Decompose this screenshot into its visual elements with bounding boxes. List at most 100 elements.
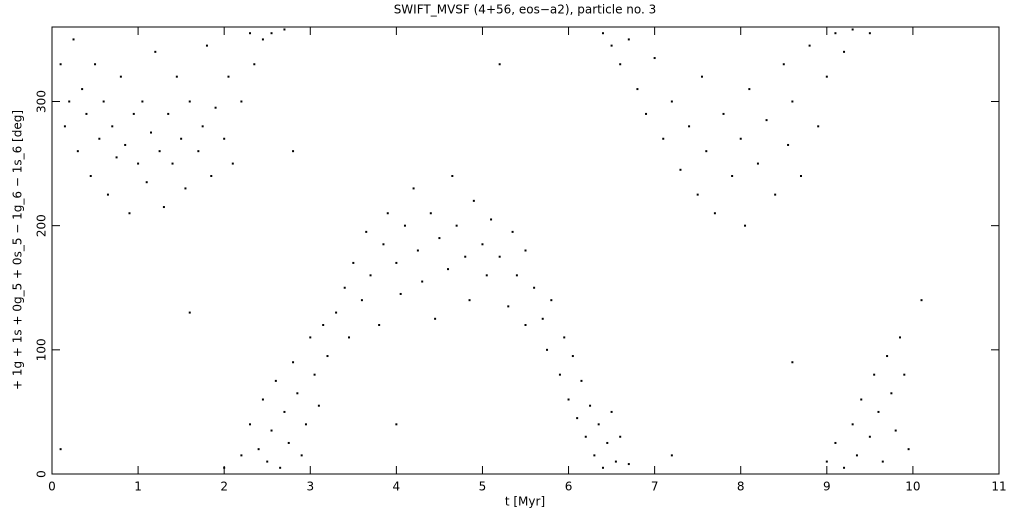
point: [653, 57, 656, 60]
point: [455, 224, 458, 227]
point: [627, 463, 630, 466]
point: [197, 150, 200, 153]
point: [679, 168, 682, 171]
point: [601, 32, 604, 35]
point: [335, 311, 338, 314]
point: [395, 423, 398, 426]
point: [722, 112, 725, 115]
point: [386, 212, 389, 215]
point: [774, 193, 777, 196]
point: [558, 373, 561, 376]
point: [369, 274, 372, 277]
point: [563, 336, 566, 339]
point: [240, 454, 243, 457]
x-tick-label: 8: [737, 480, 745, 494]
x-tick-label: 0: [48, 480, 56, 494]
point: [76, 150, 79, 153]
point: [227, 75, 230, 78]
point: [550, 299, 553, 302]
point: [119, 75, 122, 78]
point: [412, 187, 415, 190]
point: [898, 336, 901, 339]
point: [223, 466, 226, 469]
y-tick-label: 100: [35, 338, 49, 361]
point: [636, 88, 639, 91]
point: [567, 398, 570, 401]
x-tick-label: 10: [905, 480, 920, 494]
point: [713, 212, 716, 215]
point: [111, 125, 114, 128]
point: [756, 162, 759, 165]
point: [851, 423, 854, 426]
point: [855, 454, 858, 457]
point: [765, 119, 768, 122]
point: [343, 286, 346, 289]
point: [873, 373, 876, 376]
point: [287, 441, 290, 444]
point: [283, 410, 286, 413]
point: [360, 299, 363, 302]
point: [589, 404, 592, 407]
point: [533, 286, 536, 289]
point: [106, 193, 109, 196]
point: [825, 460, 828, 463]
x-tick-label: 1: [134, 480, 142, 494]
x-tick-label: 11: [991, 480, 1006, 494]
point: [322, 324, 325, 326]
x-tick-label: 4: [393, 480, 401, 494]
point: [253, 63, 256, 66]
point: [274, 379, 277, 382]
point: [261, 398, 264, 401]
point: [843, 50, 846, 53]
point: [175, 75, 178, 78]
point: [223, 137, 226, 140]
point: [326, 355, 329, 358]
point: [249, 423, 252, 426]
point: [597, 423, 600, 426]
point: [696, 193, 699, 196]
point: [68, 100, 71, 103]
point: [606, 441, 609, 444]
point: [511, 230, 514, 233]
plot-frame: [51, 26, 1000, 475]
point: [115, 156, 118, 159]
point: [593, 454, 596, 457]
point: [270, 429, 273, 432]
point: [515, 274, 518, 277]
point: [180, 137, 183, 140]
point: [903, 373, 906, 376]
point: [700, 75, 703, 78]
point: [739, 137, 742, 140]
point: [266, 460, 269, 463]
point: [154, 50, 157, 53]
point: [162, 206, 165, 209]
point: [429, 212, 432, 215]
x-tick-label: 2: [220, 480, 228, 494]
point: [662, 137, 665, 140]
point: [317, 404, 320, 407]
point: [791, 361, 794, 364]
point: [167, 112, 170, 115]
point: [309, 336, 312, 339]
point: [860, 398, 863, 401]
point: [619, 63, 622, 66]
chart-title: SWIFT_MVSF (4+56, eos−a2), particle no. …: [394, 3, 657, 17]
y-tick-label: 300: [35, 90, 49, 113]
point: [365, 230, 368, 233]
point: [791, 100, 794, 103]
point: [881, 460, 884, 463]
point: [787, 143, 790, 146]
point: [132, 112, 135, 115]
point: [300, 454, 303, 457]
y-tick-label: 200: [35, 214, 49, 237]
point: [188, 311, 191, 314]
point: [416, 249, 419, 252]
point: [546, 348, 549, 351]
point: [645, 112, 648, 115]
point: [920, 299, 923, 302]
point: [782, 63, 785, 66]
point: [171, 162, 174, 165]
point: [447, 268, 450, 271]
